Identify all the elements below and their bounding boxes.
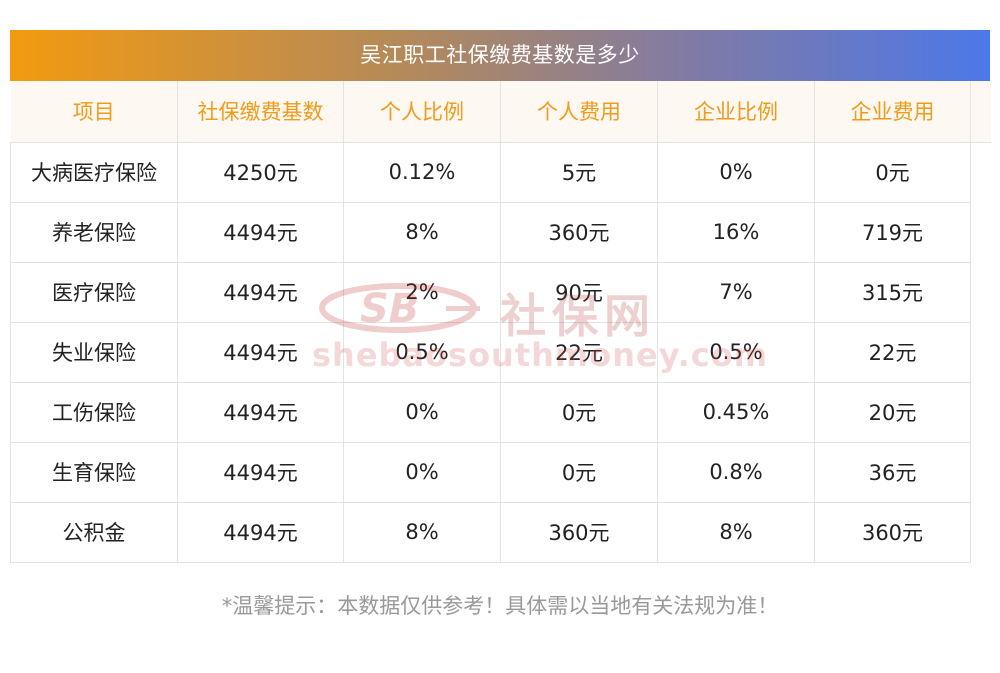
table-row: 失业保险 4494元 0.5% 22元 0.5% 22元 [10, 322, 991, 383]
cell-base: 4494元 [177, 202, 344, 263]
cell-personal-rate: 0% [343, 442, 501, 503]
cell-company-rate: 0.45% [657, 382, 815, 443]
cell-company-cost: 20元 [814, 382, 971, 443]
cell-personal-rate: 8% [343, 202, 501, 263]
cell-personal-cost: 5元 [500, 142, 658, 203]
cell-personal-cost: 360元 [500, 202, 658, 263]
cell-personal-rate: 8% [343, 502, 501, 563]
cell-company-rate: 16% [657, 202, 815, 263]
cell-item: 大病医疗保险 [10, 142, 178, 203]
cell-personal-cost: 0元 [500, 382, 658, 443]
cell-company-cost: 315元 [814, 262, 971, 323]
header-item: 项目 [10, 81, 178, 143]
header-company-cost: 企业费用 [814, 81, 971, 143]
cell-personal-rate: 0.5% [343, 322, 501, 383]
cell-item: 工伤保险 [10, 382, 178, 443]
table-row: 生育保险 4494元 0% 0元 0.8% 36元 [10, 442, 991, 503]
cell-personal-rate: 2% [343, 262, 501, 323]
table-title: 吴江职工社保缴费基数是多少 [10, 30, 990, 81]
social-security-table: 项目 社保缴费基数 个人比例 个人费用 企业比例 企业费用 大病医疗保险 425… [10, 81, 991, 563]
header-company-rate: 企业比例 [657, 81, 815, 143]
cell-item: 养老保险 [10, 202, 178, 263]
header-base: 社保缴费基数 [177, 81, 344, 143]
cell-company-cost: 36元 [814, 442, 971, 503]
cell-item: 医疗保险 [10, 262, 178, 323]
table-row: 工伤保险 4494元 0% 0元 0.45% 20元 [10, 382, 991, 443]
cell-personal-rate: 0% [343, 382, 501, 443]
table-row: 大病医疗保险 4250元 0.12% 5元 0% 0元 [10, 142, 991, 203]
table-row: 医疗保险 4494元 2% 90元 7% 315元 [10, 262, 991, 323]
cell-company-cost: 719元 [814, 202, 971, 263]
header-personal-cost: 个人费用 [500, 81, 658, 143]
cell-item: 生育保险 [10, 442, 178, 503]
cell-company-cost: 22元 [814, 322, 971, 383]
cell-item: 公积金 [10, 502, 178, 563]
cell-company-rate: 0.8% [657, 442, 815, 503]
table-row: 养老保险 4494元 8% 360元 16% 719元 [10, 202, 991, 263]
cell-base: 4494元 [177, 502, 344, 563]
cell-base: 4494元 [177, 382, 344, 443]
cell-personal-rate: 0.12% [343, 142, 501, 203]
cell-base: 4494元 [177, 322, 344, 383]
cell-company-rate: 7% [657, 262, 815, 323]
cell-personal-cost: 90元 [500, 262, 658, 323]
cell-base: 4250元 [177, 142, 344, 203]
cell-personal-cost: 0元 [500, 442, 658, 503]
table-row: 公积金 4494元 8% 360元 8% 360元 [10, 502, 991, 563]
cell-company-cost: 360元 [814, 502, 971, 563]
cell-company-cost: 0元 [814, 142, 971, 203]
cell-company-rate: 8% [657, 502, 815, 563]
header-spacer [970, 81, 991, 143]
cell-item: 失业保险 [10, 322, 178, 383]
cell-personal-cost: 360元 [500, 502, 658, 563]
header-personal-rate: 个人比例 [343, 81, 501, 143]
cell-personal-cost: 22元 [500, 322, 658, 383]
cell-base: 4494元 [177, 442, 344, 503]
cell-company-rate: 0% [657, 142, 815, 203]
cell-base: 4494元 [177, 262, 344, 323]
header-row: 项目 社保缴费基数 个人比例 个人费用 企业比例 企业费用 [10, 81, 991, 143]
disclaimer-note: *温馨提示：本数据仅供参考！具体需以当地有关法规为准！ [221, 594, 779, 618]
cell-company-rate: 0.5% [657, 322, 815, 383]
